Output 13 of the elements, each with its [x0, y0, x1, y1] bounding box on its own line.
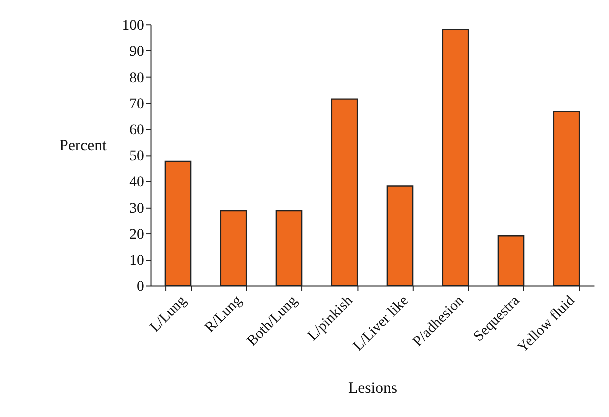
y-tick-label: 70 — [130, 96, 144, 112]
y-tick-label: 30 — [130, 200, 144, 217]
x-axis-title: Lesions — [348, 380, 398, 398]
y-tick-label: 60 — [130, 122, 144, 138]
y-axis-title: Percent — [60, 137, 108, 154]
y-tick-label: 40 — [130, 174, 144, 191]
y-tick-label: 0 — [136, 279, 144, 296]
y-tick-label: 100 — [122, 18, 144, 34]
y-tick-label: 90 — [130, 44, 144, 60]
y-tick-label: 10 — [130, 253, 144, 270]
y-tick-label: 80 — [130, 70, 144, 86]
y-tick-label: 20 — [130, 226, 144, 243]
y-tick-label: 50 — [130, 148, 144, 165]
